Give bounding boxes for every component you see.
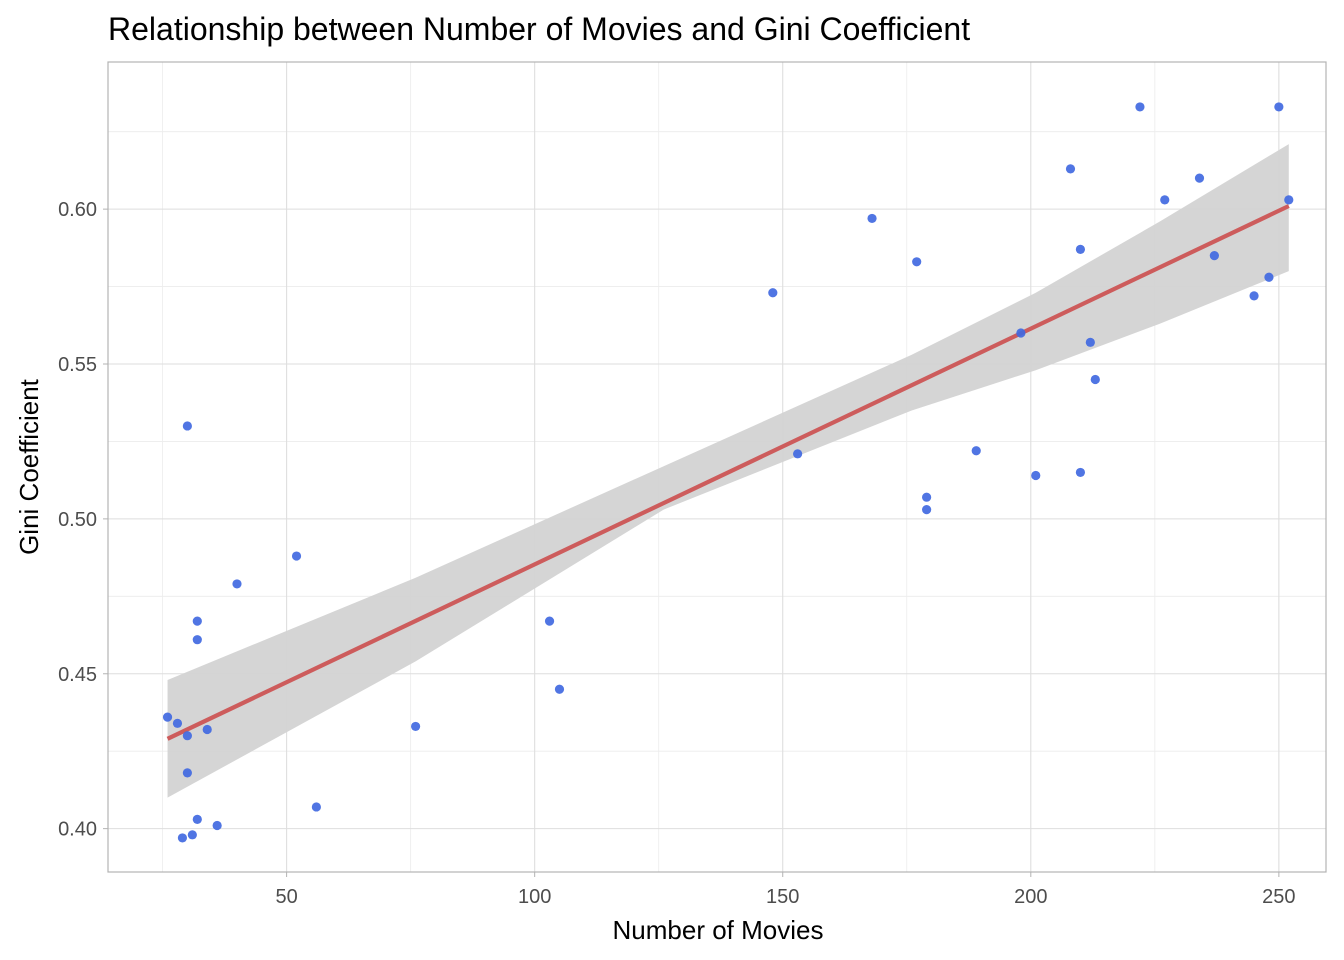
data-points	[162, 102, 1294, 843]
data-point	[1160, 195, 1170, 205]
y-tick-label: 0.55	[58, 354, 97, 376]
data-point	[971, 446, 981, 456]
data-point	[192, 635, 202, 645]
data-point	[232, 579, 242, 589]
data-point	[922, 492, 932, 502]
fit-line	[166, 204, 1290, 741]
fit-line-layer	[166, 204, 1290, 741]
data-point	[1249, 291, 1259, 301]
data-point	[192, 814, 202, 824]
x-tick-label: 150	[766, 886, 799, 908]
data-point	[291, 551, 302, 561]
x-axis-ticks: 50 100 150 200 250	[275, 872, 1296, 908]
data-point	[411, 721, 421, 732]
data-point	[1284, 195, 1294, 205]
data-point	[1090, 374, 1100, 385]
data-point	[182, 421, 192, 431]
data-point	[1194, 173, 1205, 183]
x-axis-title: Number of Movies	[613, 915, 824, 945]
data-point	[1075, 244, 1086, 254]
data-point	[202, 724, 212, 735]
y-axis-title: Gini Coefficient	[14, 378, 44, 555]
data-point	[177, 833, 188, 843]
x-tick-label: 100	[518, 886, 551, 908]
data-point	[1031, 470, 1041, 481]
data-point	[1085, 337, 1095, 347]
data-point	[768, 288, 778, 298]
x-tick-label: 200	[1014, 886, 1047, 908]
y-tick-label: 0.60	[58, 199, 97, 221]
data-point	[162, 712, 173, 722]
panel-border	[107, 61, 1327, 873]
data-point	[554, 684, 565, 694]
data-point	[212, 820, 222, 831]
data-point	[922, 504, 932, 515]
y-tick-label: 0.40	[58, 819, 97, 841]
data-point	[1075, 467, 1086, 478]
data-point	[912, 257, 922, 267]
data-point	[1274, 102, 1284, 112]
major-grid	[108, 62, 1326, 872]
y-tick-label: 0.45	[58, 664, 97, 686]
data-point	[311, 802, 321, 812]
data-point	[182, 731, 192, 741]
data-point	[1135, 102, 1145, 112]
data-point	[1264, 272, 1274, 282]
data-point	[1016, 328, 1026, 338]
x-tick-label: 250	[1262, 886, 1295, 908]
data-point	[793, 449, 803, 459]
data-point	[187, 830, 197, 840]
data-point	[192, 616, 202, 626]
x-tick-label: 50	[275, 886, 297, 908]
data-point	[1209, 250, 1219, 261]
y-axis-ticks: 0.40 0.45 0.50 0.55 0.60	[58, 199, 108, 841]
data-point	[544, 616, 555, 626]
data-point	[1065, 164, 1076, 174]
data-point	[172, 718, 183, 728]
data-point	[182, 768, 192, 778]
data-point	[867, 213, 877, 224]
y-tick-label: 0.50	[58, 509, 97, 531]
plot-panel	[107, 61, 1327, 873]
chart-title: Relationship between Number of Movies an…	[108, 11, 970, 47]
